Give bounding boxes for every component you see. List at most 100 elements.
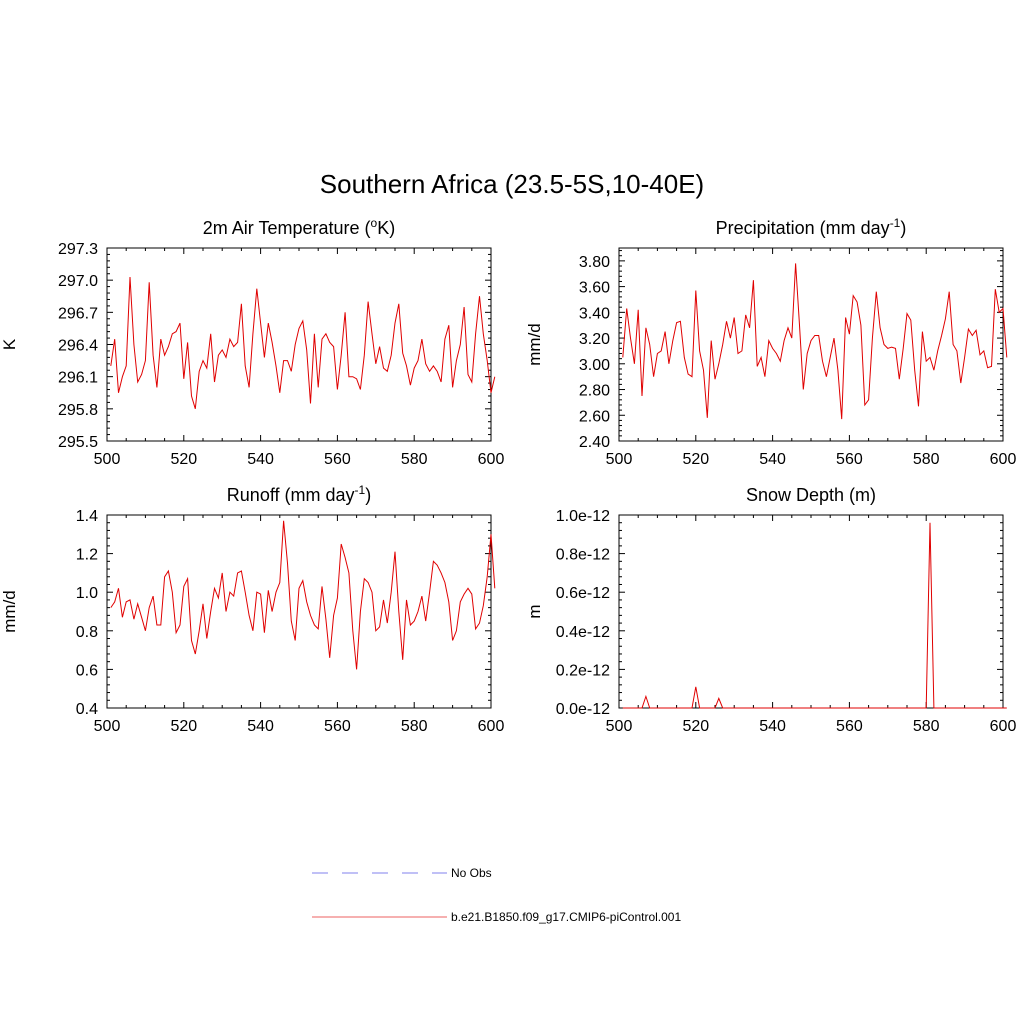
panel-2-point-514 xyxy=(672,340,673,341)
panel-4-point-575 xyxy=(906,707,907,708)
panel-2-point-587 xyxy=(953,344,954,345)
panel-1-point-519 xyxy=(179,323,180,324)
panel-3-point-513 xyxy=(156,624,157,625)
panel-2-point-558 xyxy=(841,419,842,420)
panel-2-point-546 xyxy=(795,263,796,264)
panel-3-point-540 xyxy=(260,594,261,595)
panel-1-point-593 xyxy=(464,306,465,307)
panel-1-point-600 xyxy=(490,392,491,393)
panel-4-ylabel: m xyxy=(525,604,544,618)
panel-4-point-570 xyxy=(887,707,888,708)
panel-3-point-550 xyxy=(298,588,299,589)
panel-1-ytick-295-8: 295.8 xyxy=(58,402,98,419)
panel-4-point-551 xyxy=(814,707,815,708)
panel-1-point-594 xyxy=(467,374,468,375)
panel-3-point-599 xyxy=(487,576,488,577)
panel-4-point-526 xyxy=(718,698,719,699)
panel-3-point-532 xyxy=(229,592,230,593)
panel-4-point-556 xyxy=(833,707,834,708)
panel-1-point-564 xyxy=(352,376,353,377)
panel-3-xtick-500: 500 xyxy=(94,718,121,735)
panel-1-point-533 xyxy=(233,346,234,347)
panel-2-point-593 xyxy=(976,330,977,331)
panel-3-point-501 xyxy=(110,607,111,608)
panel-3-xtick-600: 600 xyxy=(478,718,505,735)
panel-2-point-554 xyxy=(826,376,827,377)
panel-4-point-518 xyxy=(688,707,689,708)
panel-1-point-525 xyxy=(202,360,203,361)
panel-3-ytick-1-4: 1.4 xyxy=(76,508,98,525)
panel-3-point-561 xyxy=(341,543,342,544)
panel-4-point-555 xyxy=(830,707,831,708)
panel-2-point-559 xyxy=(845,317,846,318)
panel-1-ytick-295-5: 295.5 xyxy=(58,434,98,451)
panel-3-point-557 xyxy=(325,619,326,620)
panel-3-point-539 xyxy=(256,592,257,593)
panel-1-ytick-297-0: 297.0 xyxy=(58,273,98,290)
panel-4-point-550 xyxy=(810,707,811,708)
panel-1-point-536 xyxy=(245,365,246,366)
panel-3-point-537 xyxy=(249,615,250,616)
panel-1-point-560 xyxy=(337,389,338,390)
panel-4-point-545 xyxy=(791,707,792,708)
panel-1-point-589 xyxy=(448,325,449,326)
panel-3-title: Runoff (mm day-1) xyxy=(227,483,371,505)
panel-1-point-528 xyxy=(214,381,215,382)
panel-2-ytick-2-80: 2.80 xyxy=(579,383,610,400)
panel-4-point-597 xyxy=(991,707,992,708)
panel-1-point-529 xyxy=(218,355,219,356)
panel-3-point-583 xyxy=(425,621,426,622)
panel-3-point-519 xyxy=(179,624,180,625)
panel-3-ylabel: mm/d xyxy=(0,590,19,633)
panel-2-point-548 xyxy=(803,389,804,390)
panel-4-point-589 xyxy=(960,707,961,708)
panel-4-point-523 xyxy=(707,707,708,708)
panel-2-point-511 xyxy=(661,350,662,351)
panel-2: Precipitation (mm day-1) mm/d 500 520 540 560… xyxy=(525,216,1016,468)
panel-3-point-522 xyxy=(191,640,192,641)
panel-4-point-533 xyxy=(745,707,746,708)
panel-4-point-529 xyxy=(730,707,731,708)
panel-3-point-568 xyxy=(368,582,369,583)
panel-3-point-595 xyxy=(471,594,472,595)
panel-4-point-580 xyxy=(926,707,927,708)
panel-2-point-525 xyxy=(714,379,715,380)
panel-3-point-545 xyxy=(279,582,280,583)
panel-3-xtick-580: 580 xyxy=(401,718,428,735)
panel-2-point-556 xyxy=(833,338,834,339)
panel-2-series-line xyxy=(622,263,1008,420)
panel-1-point-526 xyxy=(206,368,207,369)
panel-2-ytick-3-40: 3.40 xyxy=(579,305,610,322)
legend-model-label: b.e21.B1850.f09_g17.CMIP6-piControl.001 xyxy=(451,910,681,924)
panel-3-point-511 xyxy=(149,607,150,608)
panel-4-point-540 xyxy=(772,707,773,708)
panel-1-point-561 xyxy=(341,355,342,356)
panel-4-point-591 xyxy=(968,707,969,708)
panel-3-point-597 xyxy=(479,623,480,624)
panel-3: Runoff (mm day-1) mm/d 500 520 540 560 580 600 0… xyxy=(0,483,504,735)
panel-4-point-554 xyxy=(826,707,827,708)
panel-2-point-523 xyxy=(707,417,708,418)
panel-1-point-569 xyxy=(371,333,372,334)
panel-3-point-514 xyxy=(160,624,161,625)
panel-4-point-553 xyxy=(822,707,823,708)
panel-3-point-585 xyxy=(433,561,434,562)
panel-2-point-532 xyxy=(741,350,742,351)
panel-4-point-542 xyxy=(780,707,781,708)
panel-2-xtick-560: 560 xyxy=(836,451,863,468)
panel-2-point-595 xyxy=(983,350,984,351)
panel-1-point-512 xyxy=(153,355,154,356)
panel-4-point-531 xyxy=(737,707,738,708)
panel-2-point-536 xyxy=(757,366,758,367)
panel-2-point-537 xyxy=(761,357,762,358)
panel-2-xtick-580: 580 xyxy=(913,451,940,468)
panel-4-point-546 xyxy=(795,707,796,708)
panel-1-point-508 xyxy=(137,381,138,382)
panel-2-point-521 xyxy=(699,350,700,351)
panel-4-ytick-0-6e-12: 0.6e-12 xyxy=(556,585,610,602)
panel-3-point-544 xyxy=(275,592,276,593)
panel-4-series-points xyxy=(622,522,1007,709)
panel-1-point-579 xyxy=(410,385,411,386)
panel-2-point-518 xyxy=(688,374,689,375)
panel-2-point-538 xyxy=(764,376,765,377)
